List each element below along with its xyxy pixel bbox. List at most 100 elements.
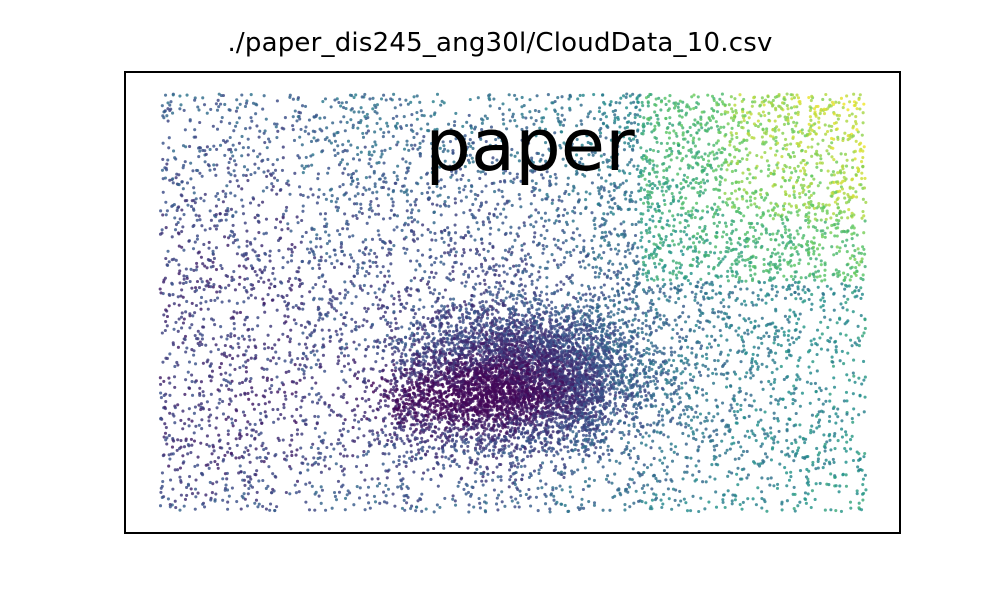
scatter-point — [799, 276, 803, 280]
scatter-point — [355, 271, 360, 275]
scatter-point — [736, 483, 740, 487]
scatter-point — [855, 294, 859, 298]
scatter-point — [440, 455, 444, 459]
scatter-point — [701, 178, 705, 182]
scatter-point — [160, 331, 164, 335]
scatter-point — [635, 276, 639, 280]
scatter-point — [545, 285, 549, 289]
scatter-point — [649, 122, 653, 126]
scatter-point — [351, 234, 355, 238]
scatter-point — [810, 343, 814, 347]
scatter-point — [815, 165, 819, 169]
scatter-point — [832, 434, 836, 438]
scatter-point — [658, 479, 662, 483]
scatter-point — [258, 418, 262, 422]
scatter-point — [293, 171, 297, 175]
scatter-point — [760, 195, 764, 199]
scatter-point — [540, 216, 544, 220]
scatter-point — [697, 128, 701, 132]
scatter-point — [235, 238, 240, 242]
scatter-point — [509, 474, 513, 479]
scatter-point — [626, 244, 630, 248]
scatter-point — [855, 260, 859, 265]
scatter-point — [762, 262, 766, 267]
scatter-point — [577, 508, 581, 512]
scatter-point — [263, 395, 267, 399]
scatter-point — [294, 394, 298, 398]
scatter-point — [240, 134, 244, 139]
scatter-point — [844, 333, 848, 337]
scatter-point — [328, 339, 332, 343]
scatter-point — [493, 190, 497, 194]
scatter-point — [788, 166, 792, 170]
scatter-point — [309, 139, 314, 143]
scatter-point — [740, 279, 744, 283]
scatter-point — [769, 394, 773, 398]
scatter-point — [519, 277, 523, 281]
scatter-point — [794, 204, 798, 208]
scatter-point — [230, 421, 234, 425]
scatter-point — [803, 491, 807, 495]
scatter-point — [201, 502, 205, 506]
scatter-point — [809, 257, 813, 261]
scatter-point — [677, 270, 681, 274]
scatter-point — [175, 208, 179, 213]
scatter-point — [739, 219, 743, 223]
scatter-point — [769, 458, 773, 462]
scatter-point — [338, 232, 342, 237]
scatter-point — [355, 268, 359, 272]
scatter-point — [710, 296, 714, 300]
scatter-point — [180, 311, 184, 315]
scatter-point — [240, 93, 244, 97]
scatter-point — [409, 211, 414, 215]
scatter-point — [703, 507, 707, 511]
scatter-point — [862, 455, 866, 459]
scatter-point — [212, 283, 216, 287]
scatter-point — [345, 493, 349, 497]
scatter-point — [391, 200, 395, 204]
scatter-point — [608, 259, 612, 263]
scatter-point — [513, 238, 517, 242]
scatter-point — [246, 492, 250, 496]
scatter-point — [450, 459, 454, 464]
scatter-point — [787, 194, 792, 198]
scatter-point — [193, 380, 197, 384]
scatter-point — [863, 451, 867, 456]
scatter-point — [375, 484, 379, 488]
scatter-point — [791, 402, 795, 406]
scatter-point — [337, 413, 342, 417]
scatter-point — [362, 318, 366, 322]
scatter-point — [316, 172, 320, 176]
scatter-point — [661, 502, 665, 506]
scatter-point — [349, 143, 353, 147]
scatter-point — [315, 401, 320, 405]
scatter-point — [757, 236, 761, 240]
scatter-point — [386, 269, 391, 273]
scatter-point — [234, 418, 238, 423]
scatter-point — [834, 412, 838, 416]
scatter-point — [765, 455, 769, 459]
scatter-point — [336, 355, 340, 359]
scatter-point — [346, 222, 350, 226]
scatter-point — [288, 95, 292, 99]
scatter-point — [587, 263, 591, 267]
scatter-point — [244, 370, 248, 374]
scatter-point — [351, 454, 355, 458]
scatter-point — [232, 322, 236, 326]
scatter-point — [512, 264, 516, 268]
scatter-point — [421, 139, 425, 143]
scatter-point — [256, 324, 260, 328]
scatter-point — [663, 456, 667, 460]
scatter-point — [221, 412, 226, 416]
scatter-point — [556, 265, 560, 270]
scatter-point — [477, 496, 481, 501]
scatter-point — [188, 314, 192, 318]
scatter-point — [789, 392, 793, 396]
scatter-point — [213, 459, 217, 464]
scatter-point — [537, 471, 541, 476]
scatter-point — [226, 432, 230, 436]
scatter-point — [608, 205, 612, 209]
scatter-point — [672, 358, 676, 363]
scatter-point — [413, 276, 417, 280]
scatter-point — [468, 266, 472, 270]
